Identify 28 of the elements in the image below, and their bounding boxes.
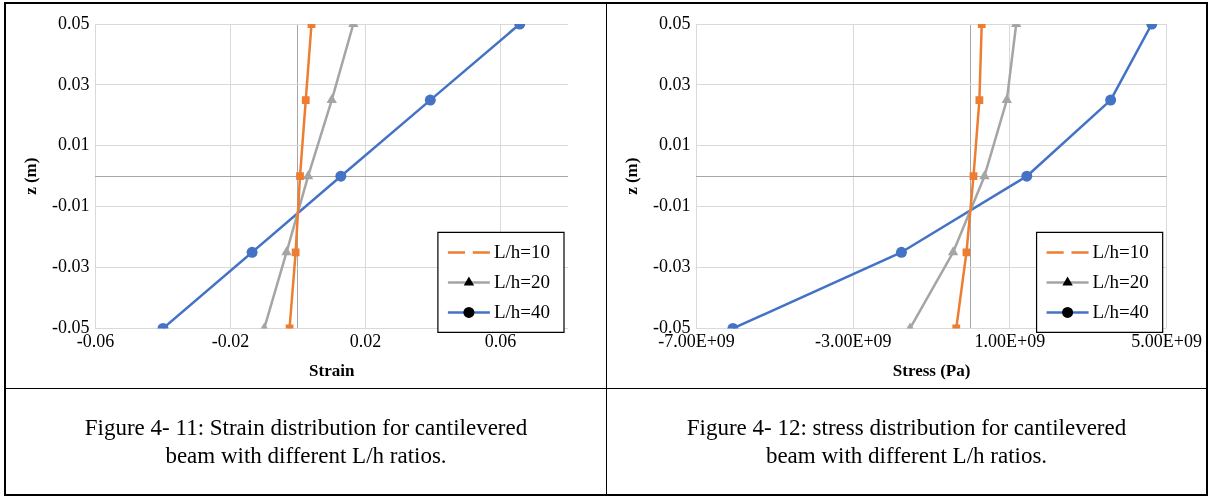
x-tick-label: 0.06 <box>484 330 517 351</box>
y-tick-label: 0.03 <box>57 73 90 94</box>
legend-label: L/h=40 <box>493 301 551 323</box>
legend-label: L/h=10 <box>493 241 551 263</box>
x-tick-label: 0.02 <box>349 330 382 351</box>
y-tick-label: 0.03 <box>658 73 691 94</box>
x-tick-label: -0.02 <box>211 330 250 351</box>
x-axis-title: Strain <box>309 360 355 380</box>
legend-label: L/h=20 <box>1092 271 1149 293</box>
y-tick-label: 0.05 <box>658 12 691 33</box>
y-tick-label: -0.03 <box>51 256 90 277</box>
y-tick-label: 0.01 <box>658 134 691 155</box>
y-tick-label: -0.01 <box>652 195 691 216</box>
legend-label: L/h=10 <box>1092 241 1149 263</box>
x-tick-label: 1.00E+09 <box>974 330 1046 351</box>
x-tick-label: -3.00E+09 <box>814 330 892 351</box>
y-axis-title: z (m) <box>622 157 642 195</box>
y-tick-label: 0.01 <box>57 134 90 155</box>
caption: Figure 4- 11: Strain distribution for cantilevered beam with different L/h ratios. <box>83 413 529 470</box>
y-tick-label: 0.05 <box>57 12 90 33</box>
y-axis-title: z (m) <box>21 157 41 195</box>
y-tick-label: -0.03 <box>652 256 691 277</box>
x-axis-title: Stress (Pa) <box>892 360 971 380</box>
x-tick-label: 5.00E+09 <box>1131 330 1202 351</box>
legend-label: L/h=20 <box>493 271 551 293</box>
caption: Figure 4- 12: stress distribution for cantilevered beam with different L/h ratios. <box>685 413 1128 470</box>
y-tick-label: -0.01 <box>51 195 90 216</box>
legend-label: L/h=40 <box>1092 301 1149 323</box>
